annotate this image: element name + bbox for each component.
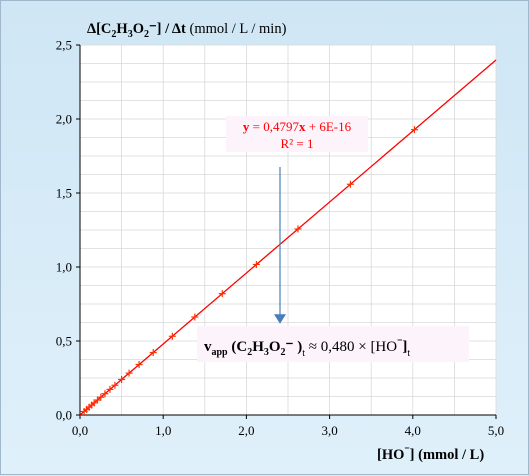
y-axis-label: Δ[C2H3O2⁻] / Δt (mmol / L / min): [87, 21, 287, 40]
data-point: [111, 381, 119, 389]
data-point: [135, 361, 143, 369]
data-point: [168, 332, 176, 340]
x-tick-label: 3,0: [321, 423, 337, 438]
data-points: [80, 126, 418, 415]
data-point: [125, 369, 133, 377]
y-tick-label: 2,5: [56, 38, 72, 53]
tick-labels: 0,0 1,0 2,0 3,0 4,0 5,0 0,0 0,5 1,0 1,5 2,0 2,5: [56, 38, 504, 439]
data-point: [106, 385, 114, 393]
data-point: [294, 225, 302, 233]
x-tick-label: 4,0: [405, 423, 421, 438]
data-point: [101, 390, 109, 398]
y-tick-label: 0,0: [56, 408, 72, 423]
trendline-label: y = 0,4797x + 6E-16 R² = 1: [226, 116, 368, 152]
data-point: [218, 290, 226, 298]
rate-annotation-text: vapp (C2H3O2⁻ )t ≈ 0,480 × [HO⁻]t: [204, 337, 410, 359]
trendline: [79, 59, 497, 416]
trendline-equation: y = 0,4797x + 6E-16: [243, 119, 352, 134]
trendline-label-box: [226, 116, 368, 152]
trendline-layer: [79, 59, 497, 416]
data-point: [346, 180, 354, 188]
x-tick-label: 5,0: [488, 423, 504, 438]
y-tick-label: 2,0: [56, 112, 72, 127]
x-tick-label: 0,0: [72, 423, 88, 438]
x-tick-label: 1,0: [155, 423, 171, 438]
data-point: [410, 126, 418, 134]
trendline-r2: R² = 1: [281, 136, 314, 151]
x-axis-label: [HO⁻] (mmol / L): [377, 445, 484, 463]
data-point: [252, 260, 260, 268]
data-point: [97, 393, 105, 401]
data-point: [191, 313, 199, 321]
rate-annotation: vapp (C2H3O2⁻ )t ≈ 0,480 × [HO⁻]t: [197, 326, 469, 362]
axes: [79, 45, 496, 416]
x-tick-label: 2,0: [238, 423, 254, 438]
y-tick-label: 0,5: [56, 334, 72, 349]
rate-annotation-box: [197, 326, 469, 362]
y-tick-label: 1,0: [56, 260, 72, 275]
data-point: [118, 375, 126, 383]
y-tick-label: 1,5: [56, 186, 72, 201]
data-point: [149, 349, 157, 357]
